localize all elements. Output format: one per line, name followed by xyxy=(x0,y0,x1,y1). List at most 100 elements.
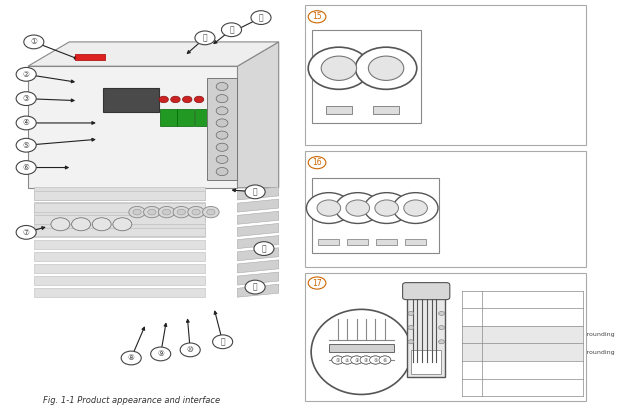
Circle shape xyxy=(207,209,215,215)
Text: ②: ② xyxy=(345,357,349,363)
Circle shape xyxy=(346,200,370,216)
Circle shape xyxy=(24,35,44,49)
Circle shape xyxy=(16,67,36,81)
Text: ①: ① xyxy=(325,256,332,265)
Circle shape xyxy=(370,356,382,364)
Text: ⑧: ⑧ xyxy=(128,353,134,362)
FancyBboxPatch shape xyxy=(34,191,205,200)
Text: ②: ② xyxy=(354,256,361,265)
Text: ③: ③ xyxy=(465,221,472,230)
Polygon shape xyxy=(237,42,279,188)
FancyBboxPatch shape xyxy=(373,106,399,114)
Circle shape xyxy=(216,143,228,151)
FancyBboxPatch shape xyxy=(407,294,445,377)
Circle shape xyxy=(251,11,271,24)
FancyBboxPatch shape xyxy=(462,291,583,308)
Circle shape xyxy=(306,193,351,224)
Circle shape xyxy=(308,277,326,289)
Text: ①: ① xyxy=(335,129,343,137)
Text: ⑩: ⑩ xyxy=(187,346,193,355)
FancyBboxPatch shape xyxy=(462,344,583,361)
Text: Power supply grounding/signal grounding: Power supply grounding/signal grounding xyxy=(484,332,614,337)
Text: 3.3V: 3.3V xyxy=(521,176,544,185)
Text: RS485: RS485 xyxy=(330,157,368,168)
FancyBboxPatch shape xyxy=(318,239,339,245)
FancyBboxPatch shape xyxy=(376,239,398,245)
Text: ⑪: ⑪ xyxy=(221,337,225,346)
Text: No.: No. xyxy=(456,17,473,26)
FancyBboxPatch shape xyxy=(34,239,205,248)
Text: ⑯: ⑯ xyxy=(229,25,234,34)
Polygon shape xyxy=(237,211,279,224)
Text: No.: No. xyxy=(465,281,479,290)
Text: ②: ② xyxy=(382,129,390,137)
Circle shape xyxy=(16,92,36,106)
Text: 16: 16 xyxy=(312,158,322,167)
FancyBboxPatch shape xyxy=(305,151,586,267)
Circle shape xyxy=(16,116,36,130)
Text: ③: ③ xyxy=(469,332,475,337)
Circle shape xyxy=(245,280,265,294)
FancyBboxPatch shape xyxy=(313,30,422,123)
Circle shape xyxy=(245,185,265,199)
Polygon shape xyxy=(237,224,279,236)
Circle shape xyxy=(51,218,70,231)
Polygon shape xyxy=(237,248,279,261)
Text: ③: ③ xyxy=(23,94,30,103)
Circle shape xyxy=(16,226,36,239)
Circle shape xyxy=(332,356,344,364)
Circle shape xyxy=(375,200,399,216)
FancyBboxPatch shape xyxy=(411,350,441,374)
Text: D+: D+ xyxy=(525,243,540,252)
FancyBboxPatch shape xyxy=(305,273,586,401)
FancyBboxPatch shape xyxy=(34,252,205,261)
Circle shape xyxy=(356,47,417,89)
Polygon shape xyxy=(28,42,279,66)
FancyBboxPatch shape xyxy=(34,217,205,222)
Circle shape xyxy=(171,96,180,103)
FancyBboxPatch shape xyxy=(160,109,177,126)
Text: -: - xyxy=(530,35,533,45)
Text: ⑭: ⑭ xyxy=(253,187,257,196)
FancyBboxPatch shape xyxy=(34,288,205,297)
Text: No: No xyxy=(463,159,476,168)
Circle shape xyxy=(365,193,409,224)
FancyBboxPatch shape xyxy=(34,215,205,224)
Circle shape xyxy=(129,206,145,218)
Text: ⑤: ⑤ xyxy=(23,141,30,150)
FancyBboxPatch shape xyxy=(207,78,237,180)
Text: ⑥: ⑥ xyxy=(469,384,475,390)
Text: ⑨: ⑨ xyxy=(157,349,164,359)
Text: Power supply positive: Power supply positive xyxy=(484,385,552,390)
FancyBboxPatch shape xyxy=(403,283,450,299)
Text: Definition: Definition xyxy=(507,17,557,26)
Circle shape xyxy=(16,161,36,174)
Circle shape xyxy=(180,343,200,357)
Text: ②: ② xyxy=(465,198,472,208)
Text: ③: ③ xyxy=(354,357,359,363)
Polygon shape xyxy=(237,284,279,297)
Circle shape xyxy=(93,218,111,231)
FancyBboxPatch shape xyxy=(326,106,352,114)
Circle shape xyxy=(341,356,353,364)
FancyBboxPatch shape xyxy=(347,239,368,245)
Circle shape xyxy=(162,209,171,215)
Circle shape xyxy=(158,206,175,218)
Circle shape xyxy=(351,356,363,364)
Circle shape xyxy=(308,157,326,169)
Text: 17: 17 xyxy=(312,279,322,288)
FancyBboxPatch shape xyxy=(405,239,426,245)
Circle shape xyxy=(113,218,132,231)
FancyBboxPatch shape xyxy=(329,344,394,352)
Circle shape xyxy=(351,356,363,364)
Text: ⑤: ⑤ xyxy=(469,367,475,373)
Text: Transmitting terminal TX: Transmitting terminal TX xyxy=(484,297,562,302)
Polygon shape xyxy=(237,187,279,200)
Circle shape xyxy=(216,119,228,127)
FancyBboxPatch shape xyxy=(34,187,205,193)
Circle shape xyxy=(439,326,444,330)
Circle shape xyxy=(143,206,160,218)
Circle shape xyxy=(317,200,340,216)
Text: ⑬: ⑬ xyxy=(262,244,266,253)
Circle shape xyxy=(439,340,444,344)
